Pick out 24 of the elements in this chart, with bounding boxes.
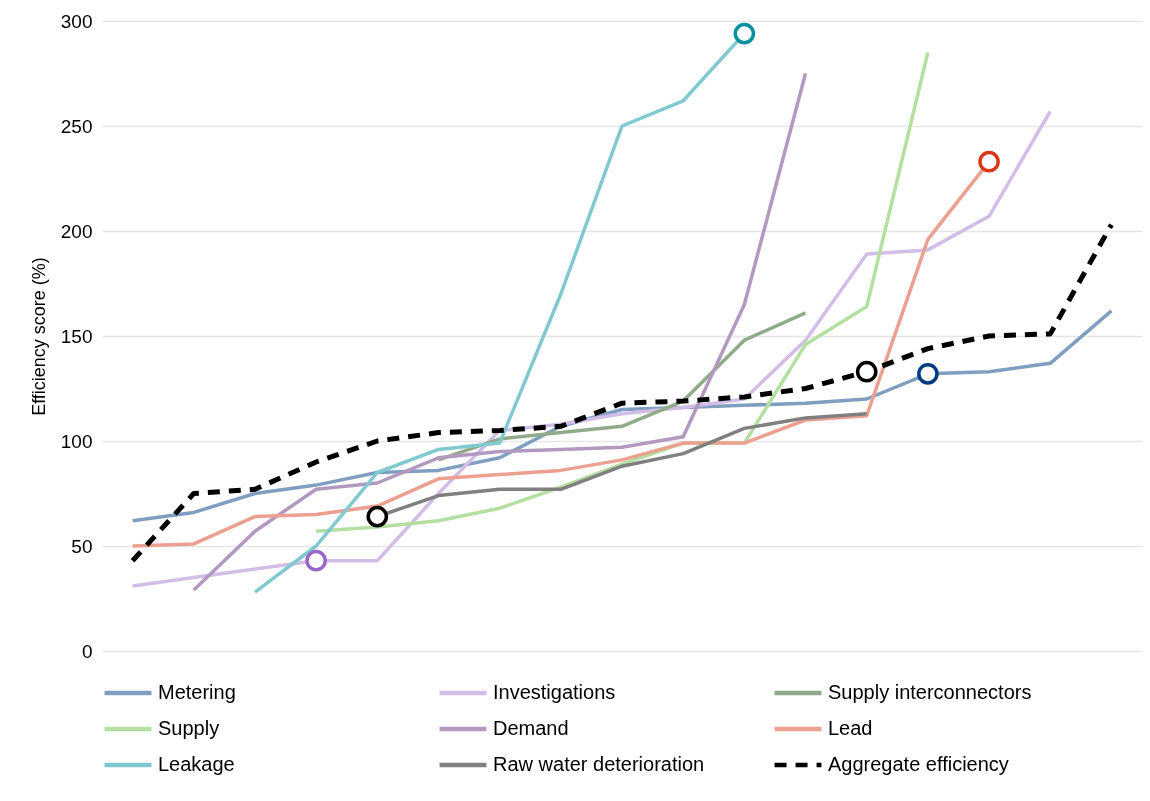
legend-label: Lead	[828, 717, 873, 739]
legend-label: Metering	[158, 681, 236, 703]
y-axis-title: Efficiency score (%)	[28, 257, 49, 416]
point	[366, 505, 389, 528]
legend-label: Raw water deterioration	[493, 753, 705, 775]
legend-label: Demand	[493, 717, 569, 739]
point	[917, 362, 939, 385]
point	[305, 549, 327, 572]
y-tick-label: 200	[60, 220, 93, 242]
y-tick-label: 0	[81, 640, 93, 662]
line-series	[192, 71, 808, 592]
y-tick-label: 150	[60, 325, 93, 347]
legend-label: Leakage	[158, 753, 235, 775]
point	[733, 22, 756, 45]
legend-label: Investigations	[493, 681, 616, 703]
legend-label: Supply	[158, 717, 220, 739]
y-tick-label: 250	[60, 115, 93, 137]
y-tick-label: 100	[60, 430, 93, 452]
point	[978, 150, 1000, 173]
legend-label: Aggregate efficiency	[828, 753, 1009, 775]
point	[855, 360, 878, 383]
y-tick-label: 300	[60, 10, 93, 32]
y-tick-label: 50	[71, 535, 93, 557]
legend-label: Supply interconnectors	[828, 681, 1032, 703]
